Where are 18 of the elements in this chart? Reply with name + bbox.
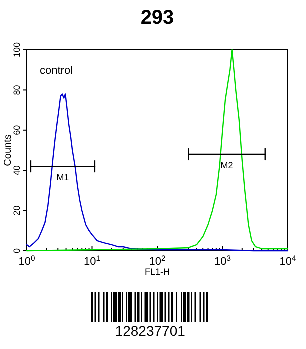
- x-tick-label: 10$^{2}$: [149, 254, 166, 268]
- x-tick-label: 10$^{4}$: [280, 254, 297, 268]
- y-axis-title: Counts: [3, 134, 14, 166]
- y-tick-label: 60: [12, 125, 22, 136]
- y-tick-label: 100: [12, 42, 22, 58]
- text: 128237701: [115, 323, 186, 339]
- y-tick-label: 0: [12, 248, 22, 254]
- y-tick-label: 80: [12, 85, 22, 96]
- x-tick-label: 10$^{1}$: [84, 254, 101, 268]
- x-tick-label: 10$^{3}$: [214, 254, 232, 268]
- annotation: M1: [56, 172, 70, 183]
- x-tick-label: 10$^{0}$: [18, 254, 36, 268]
- y-tick-label: 40: [12, 166, 22, 176]
- chart-title: 293: [140, 7, 174, 29]
- x-axis-title: FL1-H: [144, 267, 170, 277]
- annotation: M2: [220, 160, 234, 171]
- annotation: control: [40, 65, 74, 77]
- y-tick-label: 20: [12, 206, 22, 216]
